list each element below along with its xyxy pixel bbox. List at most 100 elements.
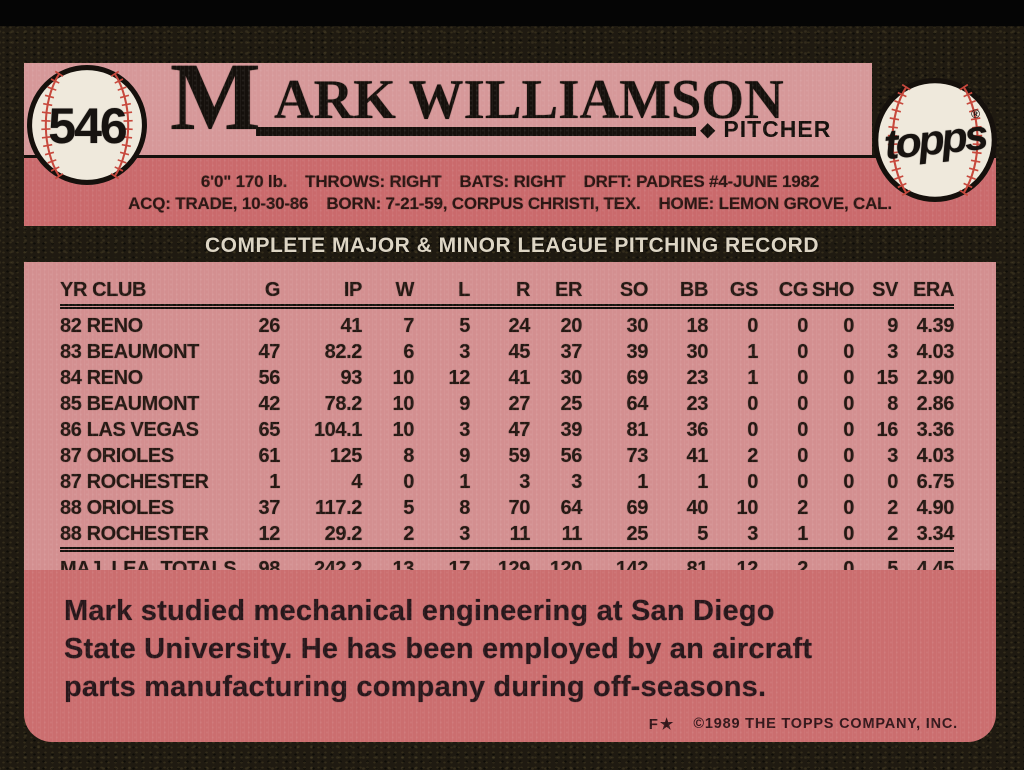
stat-cell: 27 bbox=[508, 392, 531, 415]
blurb-panel: Mark studied mechanical engineering at S… bbox=[24, 570, 996, 742]
bio-segment: HOME: LEMON GROVE, CAL. bbox=[658, 194, 892, 213]
stat-cell: 1 bbox=[459, 470, 470, 493]
baseball-icon bbox=[873, 78, 997, 202]
table-row: 87 ORIOLES 61 125 8 9 59 56 73 41 2 0 0 3 4.03 bbox=[60, 443, 954, 469]
stat-cell: 0 bbox=[797, 366, 808, 389]
column-header: GS bbox=[708, 268, 758, 309]
table-row: 88 ORIOLES 37 117.2 5 8 70 64 69 40 10 2 0 2 4.90 bbox=[60, 495, 954, 521]
column-header: CG bbox=[758, 268, 808, 309]
card-number-baseball: 546 bbox=[26, 64, 148, 186]
stat-cell: 30 bbox=[560, 366, 583, 389]
stat-cell: 1 bbox=[637, 470, 648, 493]
stat-cell: 12 bbox=[258, 522, 281, 545]
position-row: ◆ PITCHER bbox=[700, 116, 831, 143]
stat-cell: 3.34 bbox=[916, 522, 955, 545]
bio-segment: BATS: RIGHT bbox=[459, 172, 566, 191]
stat-cell: 81 bbox=[626, 418, 649, 441]
stat-cell: 1 bbox=[269, 470, 280, 493]
stat-cell: 9 bbox=[887, 314, 898, 337]
stat-cell: 25 bbox=[626, 522, 649, 545]
stat-cell: 16 bbox=[876, 418, 899, 441]
table-row: 86 LAS VEGAS 65 104.1 10 3 47 39 81 36 0 0 0 16 3.36 bbox=[60, 417, 954, 443]
stat-cell: 93 bbox=[340, 366, 363, 389]
column-header: ER bbox=[530, 268, 582, 309]
table-row: 83 BEAUMONT 47 82.2 6 3 45 37 39 30 1 0 0 3 4.03 bbox=[60, 339, 954, 365]
stat-cell: 0 bbox=[843, 496, 854, 519]
stat-cell: 117.2 bbox=[315, 496, 362, 519]
brand-baseball: topps ® bbox=[872, 77, 998, 203]
stat-cell: 37 bbox=[560, 340, 583, 363]
stat-cell: 3 bbox=[459, 522, 470, 545]
registered-trademark-icon: ® bbox=[971, 107, 980, 121]
stat-cell: 4.03 bbox=[916, 444, 955, 467]
stat-cell: 4.39 bbox=[916, 314, 955, 337]
stat-cell: 2 bbox=[747, 444, 758, 467]
club-cell: 85 BEAUMONT bbox=[60, 392, 199, 415]
bio-segment: ACQ: TRADE, 10-30-86 bbox=[128, 194, 309, 213]
club-cell: 83 BEAUMONT bbox=[60, 340, 199, 363]
stat-cell: 82.2 bbox=[324, 340, 363, 363]
column-header: IP bbox=[280, 268, 362, 309]
stat-cell: 3.36 bbox=[916, 418, 955, 441]
stat-cell: 12 bbox=[448, 366, 471, 389]
stat-cell: 26 bbox=[258, 314, 281, 337]
stat-cell: 41 bbox=[508, 366, 531, 389]
stat-cell: 20 bbox=[560, 314, 583, 337]
table-row: 82 RENO 26 41 7 5 24 20 30 18 0 0 0 9 4.39 bbox=[60, 307, 954, 340]
stat-cell: 6 bbox=[403, 340, 414, 363]
stat-cell: 8 bbox=[887, 392, 898, 415]
stat-cell: 0 bbox=[747, 418, 758, 441]
stat-cell: 30 bbox=[686, 340, 709, 363]
stat-cell: 4.03 bbox=[916, 340, 955, 363]
stat-cell: 29.2 bbox=[324, 522, 363, 545]
stat-cell: 2.90 bbox=[916, 366, 955, 389]
stat-cell: 0 bbox=[797, 418, 808, 441]
baseball-icon bbox=[27, 65, 147, 185]
stat-cell: 0 bbox=[797, 444, 808, 467]
stat-cell: 56 bbox=[560, 444, 583, 467]
stat-cell: 9 bbox=[459, 392, 470, 415]
stat-cell: 10 bbox=[736, 496, 759, 519]
copyright-text: ©1989 THE TOPPS COMPANY, INC. bbox=[693, 716, 958, 732]
stat-cell: 61 bbox=[258, 444, 281, 467]
bio-line-2: ACQ: TRADE, 10-30-86 BORN: 7-21-59, CORPU… bbox=[128, 194, 892, 214]
table-row: 85 BEAUMONT 42 78.2 10 9 27 25 64 23 0 0 0 8 2.86 bbox=[60, 391, 954, 417]
stat-cell: 36 bbox=[686, 418, 709, 441]
stat-cell: 0 bbox=[747, 470, 758, 493]
column-header: L bbox=[414, 268, 470, 309]
stat-cell: 10 bbox=[392, 366, 415, 389]
stat-cell: 104.1 bbox=[313, 418, 362, 441]
stat-cell: 0 bbox=[843, 418, 854, 441]
bio-segment: 6'0" 170 lb. bbox=[200, 172, 288, 191]
stat-cell: 3 bbox=[887, 340, 898, 363]
print-code: F★ bbox=[648, 716, 676, 733]
stat-cell: 23 bbox=[686, 392, 709, 415]
stat-cell: 3 bbox=[887, 444, 898, 467]
table-row: 88 ROCHESTER 12 29.2 2 3 11 11 25 5 3 1 0 2 3.34 bbox=[60, 521, 954, 550]
stat-cell: 0 bbox=[843, 366, 854, 389]
stat-cell: 0 bbox=[747, 314, 758, 337]
column-header: G bbox=[228, 268, 280, 309]
column-header: BB bbox=[648, 268, 708, 309]
stats-panel: YR CLUB G IP W L R ER SO BB GS CG SHO SV ERA 82 RENO 2… bbox=[24, 262, 996, 584]
stat-cell: 42 bbox=[258, 392, 281, 415]
stat-cell: 125 bbox=[329, 444, 363, 467]
stat-cell: 9 bbox=[459, 444, 470, 467]
stat-cell: 0 bbox=[843, 314, 854, 337]
bio-segment: DRFT: PADRES #4-JUNE 1982 bbox=[583, 172, 820, 191]
blurb-text: Mark studied mechanical engineering at S… bbox=[64, 595, 813, 703]
club-cell: 87 ROCHESTER bbox=[60, 470, 209, 493]
player-name-dropcap: M bbox=[170, 43, 261, 150]
club-cell: 87 ORIOLES bbox=[60, 444, 174, 467]
stat-cell: 10 bbox=[392, 392, 415, 415]
stat-cell: 39 bbox=[626, 340, 649, 363]
position-label: PITCHER bbox=[723, 116, 832, 142]
table-row: 87 ROCHESTER 1 4 0 1 3 3 1 1 0 0 0 0 6.75 bbox=[60, 469, 954, 495]
stat-cell: 59 bbox=[508, 444, 531, 467]
stat-cell: 73 bbox=[626, 444, 649, 467]
stat-cell: 56 bbox=[258, 366, 281, 389]
stat-cell: 11 bbox=[509, 522, 531, 545]
scan-border-top bbox=[0, 0, 1024, 26]
stats-header-row: YR CLUB G IP W L R ER SO BB GS CG SHO SV ERA bbox=[60, 268, 954, 309]
column-header: W bbox=[362, 268, 414, 309]
